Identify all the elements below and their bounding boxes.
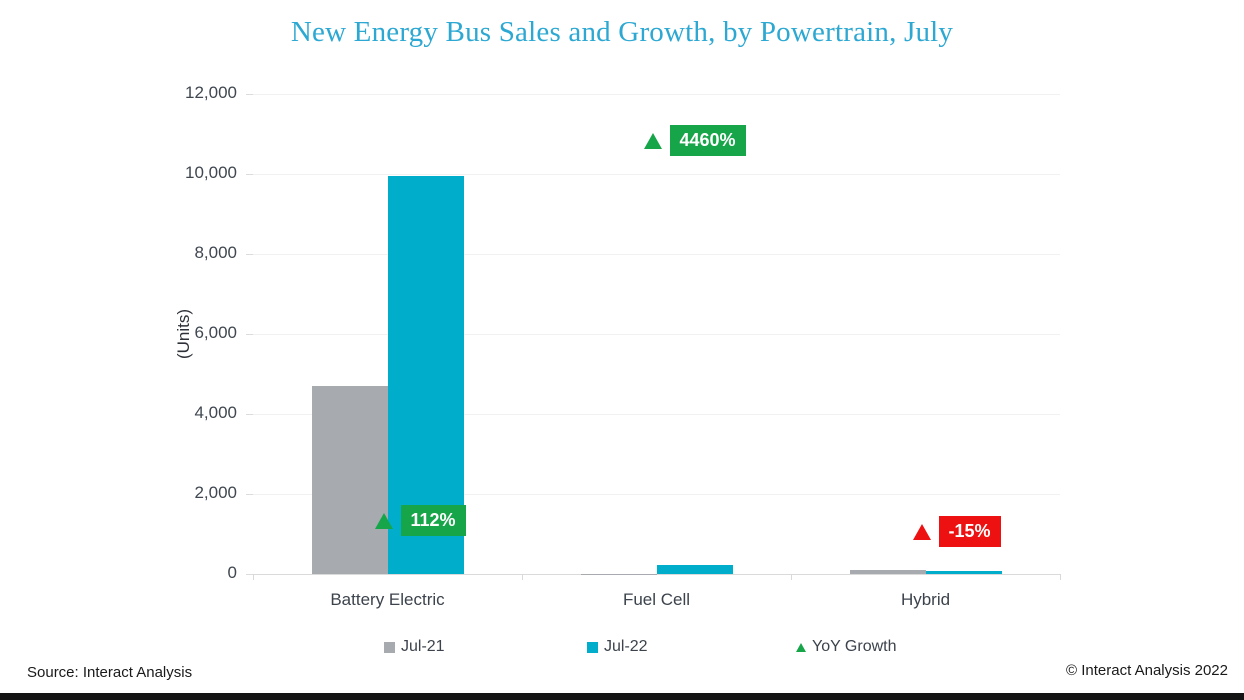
yoy-growth-label: 112% [400,504,466,536]
yoy-growth-label: -15% [938,515,1001,547]
x-tick-mark [1060,574,1061,580]
gridline [253,94,1060,95]
plot-area: 112% 4460% -15% [253,94,1060,575]
legend-swatch-jul-21 [384,641,395,653]
yoy-growth-marker-icon [374,512,393,529]
y-tick-label: 10,000 [185,163,237,182]
gridline [253,334,1060,335]
y-tick-label: 6,000 [194,323,237,342]
copyright-note: © Interact Analysis 2022 [1066,662,1228,679]
legend-label: Jul-22 [604,638,648,655]
legend-label: YoY Growth [812,638,897,655]
y-tick-mark [246,94,253,95]
category-label: Battery Electric [330,590,445,609]
yoy-growth-marker-icon [643,133,662,150]
y-tick-label: 2,000 [194,483,237,502]
x-tick-mark [791,574,792,580]
gridline [253,174,1060,175]
bottom-border-bar [0,693,1244,700]
gridline [253,254,1060,255]
legend-item-jul-21: Jul-21 [384,638,445,655]
y-tick-mark [246,494,253,495]
bar-jul-21-hybrid [849,570,926,574]
chart-title: New Energy Bus Sales and Growth, by Powe… [290,16,954,48]
legend-triangle-icon [796,642,806,652]
y-tick-label: 12,000 [185,83,237,102]
source-note: Source: Interact Analysis [27,664,193,681]
legend-swatch-jul-22 [587,641,598,653]
yoy-growth-label: 4460% [669,125,746,157]
y-tick-label: 8,000 [194,243,237,262]
y-tick-label: 0 [227,563,237,582]
y-tick-mark [246,254,253,255]
legend-label: Jul-21 [401,638,445,655]
category-label: Fuel Cell [622,590,691,609]
bar-jul-22-hybrid [925,570,1002,574]
category-label: Hybrid [900,590,951,609]
legend-item-yoy-growth: YoY Growth [796,638,897,655]
gridline [253,494,1060,495]
y-tick-mark [246,334,253,335]
y-tick-mark [246,174,253,175]
gridline [253,574,1060,575]
bar-jul-21-battery-electric [311,386,388,574]
y-tick-mark [246,574,253,575]
yoy-growth-marker-icon [912,523,931,540]
legend-item-jul-22: Jul-22 [587,638,648,655]
y-tick-mark [246,414,253,415]
y-tick-label: 4,000 [194,403,237,422]
bar-jul-22-fuel-cell [656,565,733,574]
legend: Jul-21 Jul-22 YoY Growth [0,638,1244,657]
x-tick-mark [253,574,254,580]
gridline [253,414,1060,415]
x-tick-mark [522,574,523,580]
